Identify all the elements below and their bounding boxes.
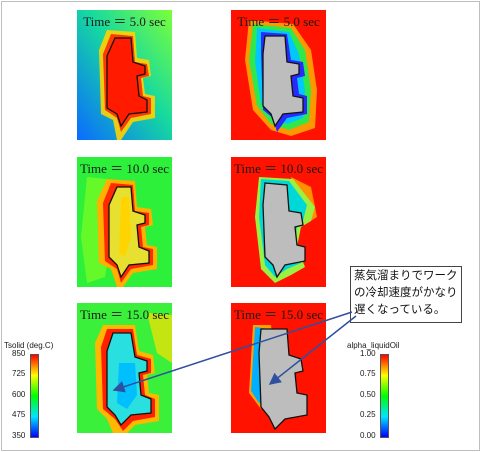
time-label: Time ＝ 15.0 sec (79, 307, 170, 322)
colorbar-tick: 0.75 (360, 369, 376, 378)
colorbar-tick: 0.00 (360, 431, 376, 440)
time-label: Time ＝ 10.0 sec (233, 161, 324, 176)
colorbar-tsolid (30, 354, 39, 438)
alpha-panel-5s: Time ＝ 5.0 sec (231, 10, 326, 140)
tsolid-panel-10s: Time ＝ 10.0 sec (77, 157, 172, 287)
arrow-to-tsolid (112, 311, 353, 393)
colorbar-tick: 1.00 (360, 349, 376, 358)
tsolid-contour-15s (77, 303, 172, 433)
colorbar-tick: 0.50 (360, 390, 376, 399)
time-label: Time ＝ 5.0 sec (83, 14, 166, 29)
colorbar-tick: 350 (12, 431, 26, 440)
tsolid-contour-5s (77, 10, 172, 140)
alpha-panel-15s: Time ＝ 15.0 sec (231, 303, 326, 433)
alpha-contour-5s (231, 10, 326, 140)
colorbar-alpha (380, 354, 389, 438)
time-label: Time ＝ 10.0 sec (79, 161, 170, 176)
tsolid-contour-10s (77, 157, 172, 287)
colorbar-tick: 0.25 (360, 410, 376, 419)
colorbar-tick: 850 (12, 349, 26, 358)
tsolid-panel-15s: Time ＝ 15.0 sec (77, 303, 172, 433)
colorbar-title-tsolid: Tsolid (deg.C) (4, 341, 54, 350)
callout-box: 蒸気溜まりでワークの冷却速度がかなり遅くなっている。 (350, 266, 462, 323)
alpha-contour-10s (231, 157, 326, 287)
alpha-panel-10s: Time ＝ 10.0 sec (231, 157, 326, 287)
alpha-contour-15s (231, 303, 326, 433)
colorbar-title-alpha: alpha_liquidOil (347, 341, 400, 350)
arrow-to-alpha (268, 315, 357, 385)
time-label: Time ＝ 5.0 sec (237, 14, 320, 29)
tsolid-panel-5s: Time ＝ 5.0 sec (77, 10, 172, 140)
colorbar-tick: 600 (12, 390, 26, 399)
colorbar-tick: 475 (12, 410, 26, 419)
colorbar-tick: 725 (12, 369, 26, 378)
time-label: Time ＝ 15.0 sec (233, 307, 324, 322)
